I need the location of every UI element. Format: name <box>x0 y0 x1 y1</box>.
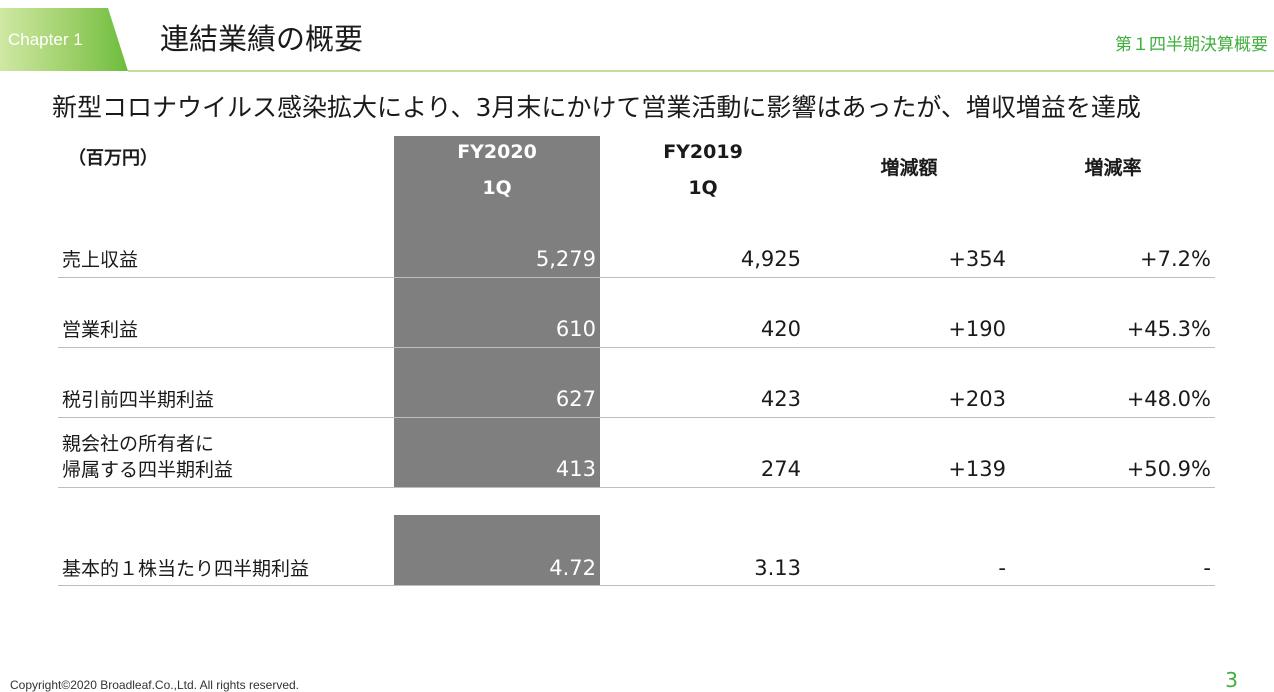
cell-change-amount: +190 <box>948 317 1006 341</box>
chapter-label: Chapter 1 <box>8 30 83 49</box>
cell-fy2020: 5,279 <box>535 247 596 271</box>
cell-fy2019: 274 <box>760 457 801 481</box>
cell-change-amount: +354 <box>948 247 1006 271</box>
column-header-fy2020: FY2020 1Q <box>394 134 600 206</box>
column-header-line1: FY2020 <box>457 141 537 163</box>
cell-change-rate: - <box>1203 556 1211 580</box>
chapter-tab <box>0 8 128 71</box>
slide-title: 連結業績の概要 <box>160 22 364 56</box>
cell-fy2019: 423 <box>760 387 801 411</box>
cell-fy2019: 420 <box>760 317 801 341</box>
header-divider <box>128 70 1274 72</box>
row-label-line1: 親会社の所有者に <box>62 433 215 455</box>
copyright: Copyright©2020 Broadleaf.Co.,Ltd. All ri… <box>10 678 299 692</box>
column-header-line2: 1Q <box>688 177 718 199</box>
unit-label: （百万円） <box>68 148 158 169</box>
cell-fy2020: 610 <box>555 317 596 341</box>
column-header-change-rate: 増減率 <box>1010 150 1216 186</box>
headline: 新型コロナウイルス感染拡大により、3月末にかけて営業活動に影響はあったが、増収増… <box>52 93 1141 122</box>
cell-change-rate: +7.2% <box>1140 247 1211 271</box>
row-divider <box>58 277 1215 278</box>
cell-fy2019: 4,925 <box>740 247 801 271</box>
highlight-column-main <box>394 136 600 487</box>
cell-change-rate: +45.3% <box>1126 317 1211 341</box>
row-label-revenue: 売上収益 <box>62 249 139 271</box>
cell-change-rate: +48.0% <box>1126 387 1211 411</box>
cell-change-amount: - <box>998 556 1006 580</box>
cell-change-rate: +50.9% <box>1126 457 1211 481</box>
row-label-owners-profit: 親会社の所有者に 帰属する四半期利益 <box>62 431 233 483</box>
row-divider <box>58 417 1215 418</box>
page-number: 3 <box>1225 668 1238 692</box>
row-divider <box>58 585 1215 586</box>
row-label-operating-profit: 営業利益 <box>62 319 139 341</box>
column-header-line2: 1Q <box>482 177 512 199</box>
column-header-line1: FY2019 <box>663 141 743 163</box>
cell-fy2020: 627 <box>555 387 596 411</box>
column-header-line1: 増減額 <box>880 157 938 179</box>
cell-fy2019: 3.13 <box>754 556 801 580</box>
row-label-eps: 基本的１株当たり四半期利益 <box>62 558 310 580</box>
column-header-fy2019: FY2019 1Q <box>600 134 806 206</box>
cell-fy2020: 413 <box>555 457 596 481</box>
cell-change-amount: +203 <box>948 387 1006 411</box>
column-header-change-amount: 増減額 <box>806 150 1012 186</box>
highlight-column-eps <box>394 515 600 585</box>
row-divider <box>58 487 1215 488</box>
row-divider <box>58 347 1215 348</box>
cell-change-amount: +139 <box>948 457 1006 481</box>
row-label-pretax-profit: 税引前四半期利益 <box>62 389 215 411</box>
section-name: 第１四半期決算概要 <box>1115 35 1268 55</box>
column-header-line1: 増減率 <box>1084 157 1142 179</box>
row-label-line2: 帰属する四半期利益 <box>62 459 234 481</box>
cell-fy2020: 4.72 <box>549 556 596 580</box>
